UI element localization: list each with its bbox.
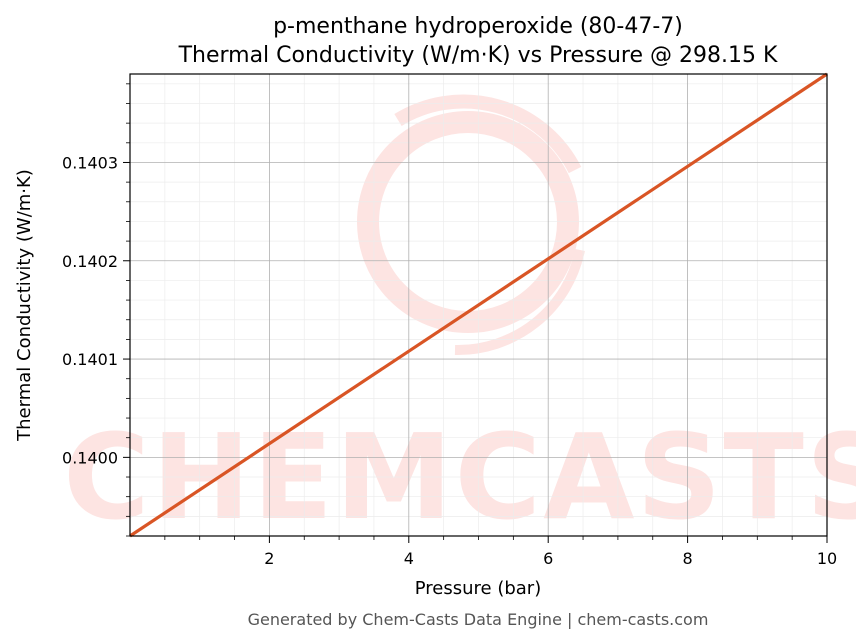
y-tick-label: 0.1401 [62,350,118,369]
y-axis-label: Thermal Conductivity (W/m·K) [14,169,35,442]
chart-title: p-menthane hydroperoxide (80-47-7) [273,14,683,39]
y-tick-label: 0.1400 [62,448,118,467]
x-axis-label: Pressure (bar) [415,578,541,599]
x-tick-label: 8 [683,549,693,568]
y-tick-label: 0.1403 [62,153,118,172]
footer-credit: Generated by Chem-Casts Data Engine | ch… [248,610,709,629]
x-tick-label: 10 [817,549,837,568]
watermark: CHEMCASTS [63,94,856,546]
x-tick-label: 2 [264,549,274,568]
y-tick-label: 0.1402 [62,252,118,271]
watermark-logo-icon [357,94,585,356]
x-axis-ticks: 2 4 6 8 10 [164,536,837,568]
y-axis-ticks: 0.1400 0.1401 0.1402 0.1403 [62,83,130,537]
chart-subtitle: Thermal Conductivity (W/m·K) vs Pressure… [178,43,778,68]
x-tick-label: 4 [404,549,414,568]
x-tick-label: 6 [543,549,553,568]
series-layer [129,72,828,538]
series-line [129,72,828,538]
